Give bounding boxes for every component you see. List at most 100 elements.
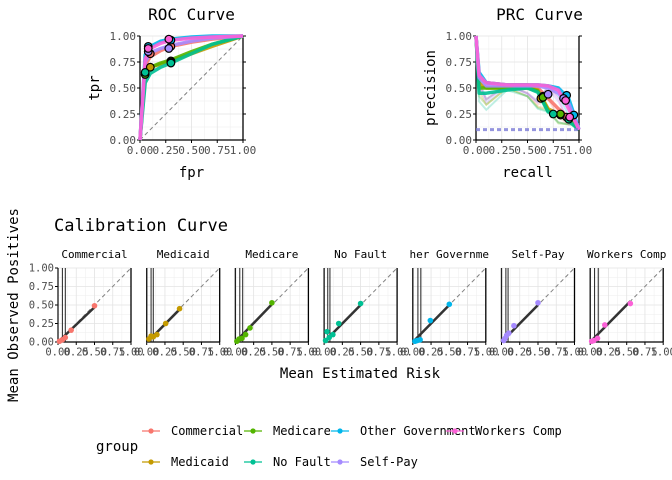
- legend-item-label: Workers Comp: [475, 424, 562, 438]
- calibration-facet: Medicaid 0.000.250.500.751.00: [134, 248, 232, 359]
- legend-key-point: [452, 428, 458, 434]
- legend: group Commercial Medicaid Medicare No Fault O…: [96, 424, 562, 469]
- x-tick-label: 0.00: [463, 144, 490, 157]
- facet-strip-label: No Fault: [334, 248, 387, 261]
- calibration-point: [162, 320, 169, 327]
- prc-title: PRC Curve: [496, 5, 583, 24]
- roc-reference-line: [139, 35, 244, 141]
- prc-series-trace: [475, 35, 579, 126]
- calibration-fit-line: [411, 304, 451, 343]
- y-tick-label: 0.25: [446, 108, 473, 121]
- x-tick-label: 0.00: [127, 144, 154, 157]
- prc-series-trace: [475, 35, 580, 126]
- prc-series-trace: [475, 35, 579, 126]
- x-tick-label: 0.25: [489, 144, 516, 157]
- x-tick-label: 1.00: [118, 347, 143, 359]
- legend-key-point: [250, 428, 256, 434]
- y-tick-label: 0.00: [446, 134, 473, 147]
- calibration-point: [594, 335, 601, 342]
- x-tick-label: 0.00: [311, 347, 336, 359]
- calibration-plot: Calibration CurveCommercial0.000.000.250…: [6, 208, 672, 402]
- calibration-facet: Self-Pay 0.000.250.500.751.00: [489, 248, 587, 359]
- calibration-point: [176, 305, 183, 312]
- roc-threshold-point: [164, 44, 174, 53]
- x-tick-label: 0.50: [525, 347, 550, 359]
- y-tick-label: 0.00: [29, 337, 54, 349]
- legend-item-label: Medicare: [273, 424, 331, 438]
- x-tick-label: 1.00: [384, 347, 409, 359]
- x-tick-label: 0.75: [204, 144, 231, 157]
- calibration-point: [511, 322, 517, 329]
- x-tick-label: 1.00: [230, 144, 257, 157]
- y-tick-label: 1.00: [446, 30, 473, 43]
- facet-strip-label: Self-Pay: [512, 248, 565, 261]
- x-tick-label: 0.00: [489, 347, 514, 359]
- x-tick-label: 0.50: [514, 144, 541, 157]
- x-tick-label: 1.00: [473, 347, 498, 359]
- calibration-point: [154, 331, 160, 338]
- x-tick-label: 0.00: [400, 347, 425, 359]
- x-tick-label: 0.50: [259, 347, 284, 359]
- facet-strip-label: Medicare: [245, 248, 298, 261]
- y-tick-label: 0.75: [110, 56, 137, 69]
- y-tick-label: 1.00: [110, 30, 137, 43]
- calibration-facet: No Fault 0.000.250.500.751.00: [311, 248, 409, 359]
- legend-title: group: [96, 439, 138, 455]
- x-tick-label: 1.00: [651, 347, 672, 359]
- prc-threshold-point: [548, 109, 558, 119]
- x-tick-label: 0.75: [100, 347, 125, 359]
- x-tick-label: 0.50: [437, 347, 462, 359]
- calibration-title: Calibration Curve: [54, 216, 228, 236]
- calibration-facet: Other Government 0.000.250.500.751.00: [400, 248, 498, 359]
- calibration-point: [239, 335, 245, 342]
- calibration-point: [62, 334, 69, 341]
- roc-threshold-point: [166, 58, 176, 68]
- legend-key-point: [337, 428, 343, 434]
- calibration-x-label: Mean Estimated Risk: [280, 366, 441, 382]
- calibration-point: [91, 302, 98, 309]
- prc-threshold-point: [543, 89, 553, 99]
- calibration-point: [446, 301, 453, 308]
- y-tick-label: 0.25: [29, 318, 54, 330]
- x-tick-label: 0.50: [178, 144, 205, 157]
- x-tick-label: 1.00: [296, 347, 321, 359]
- y-tick-label: 0.00: [110, 134, 137, 147]
- x-tick-label: 0.50: [82, 347, 107, 359]
- calibration-y-label: Mean Observed Positives: [6, 208, 22, 402]
- prc-plot: PRC Curve0.000.000.250.250.500.500.750.7…: [423, 5, 592, 181]
- roc-title: ROC Curve: [148, 5, 235, 24]
- x-tick-label: 0.25: [241, 347, 266, 359]
- x-tick-label: 0.50: [171, 347, 196, 359]
- y-tick-label: 0.75: [29, 281, 54, 293]
- x-tick-label: 0.75: [632, 347, 657, 359]
- calibration-point: [324, 328, 330, 335]
- prc-threshold-point: [561, 96, 571, 105]
- y-tick-label: 0.50: [446, 82, 473, 95]
- x-tick-label: 0.75: [366, 347, 391, 359]
- x-tick-label: 0.00: [578, 347, 603, 359]
- calibration-point: [357, 300, 364, 307]
- x-tick-label: 0.25: [153, 144, 180, 157]
- calibration-point: [627, 300, 634, 307]
- calibration-point: [535, 299, 541, 306]
- prc-threshold-point: [565, 112, 575, 122]
- calibration-facet: Commercial0.000.000.250.250.500.500.750.…: [29, 248, 144, 359]
- calibration-facet: Medicare 0.000.250.500.751.00: [223, 248, 321, 359]
- x-tick-label: 0.50: [614, 347, 639, 359]
- roc-plot: ROC Curve0.000.000.250.250.500.500.750.7…: [87, 5, 256, 181]
- prc-y-label: precision: [423, 50, 439, 126]
- calibration-facet: Workers Comp 0.000.250.500.751.00: [578, 248, 672, 359]
- calibration-point: [68, 327, 74, 333]
- x-tick-label: 0.00: [45, 347, 70, 359]
- calibration-point: [602, 322, 608, 328]
- x-tick-label: 0.75: [189, 347, 214, 359]
- y-tick-label: 0.75: [446, 56, 473, 69]
- legend-item-label: Self-Pay: [360, 455, 418, 469]
- x-tick-label: 0.25: [418, 347, 443, 359]
- x-tick-label: 1.00: [566, 144, 593, 157]
- x-tick-label: 0.25: [596, 347, 621, 359]
- roc-threshold-point: [145, 62, 155, 72]
- x-tick-label: 0.00: [223, 347, 248, 359]
- prc-series-trace: [475, 35, 579, 126]
- x-tick-label: 0.25: [507, 347, 532, 359]
